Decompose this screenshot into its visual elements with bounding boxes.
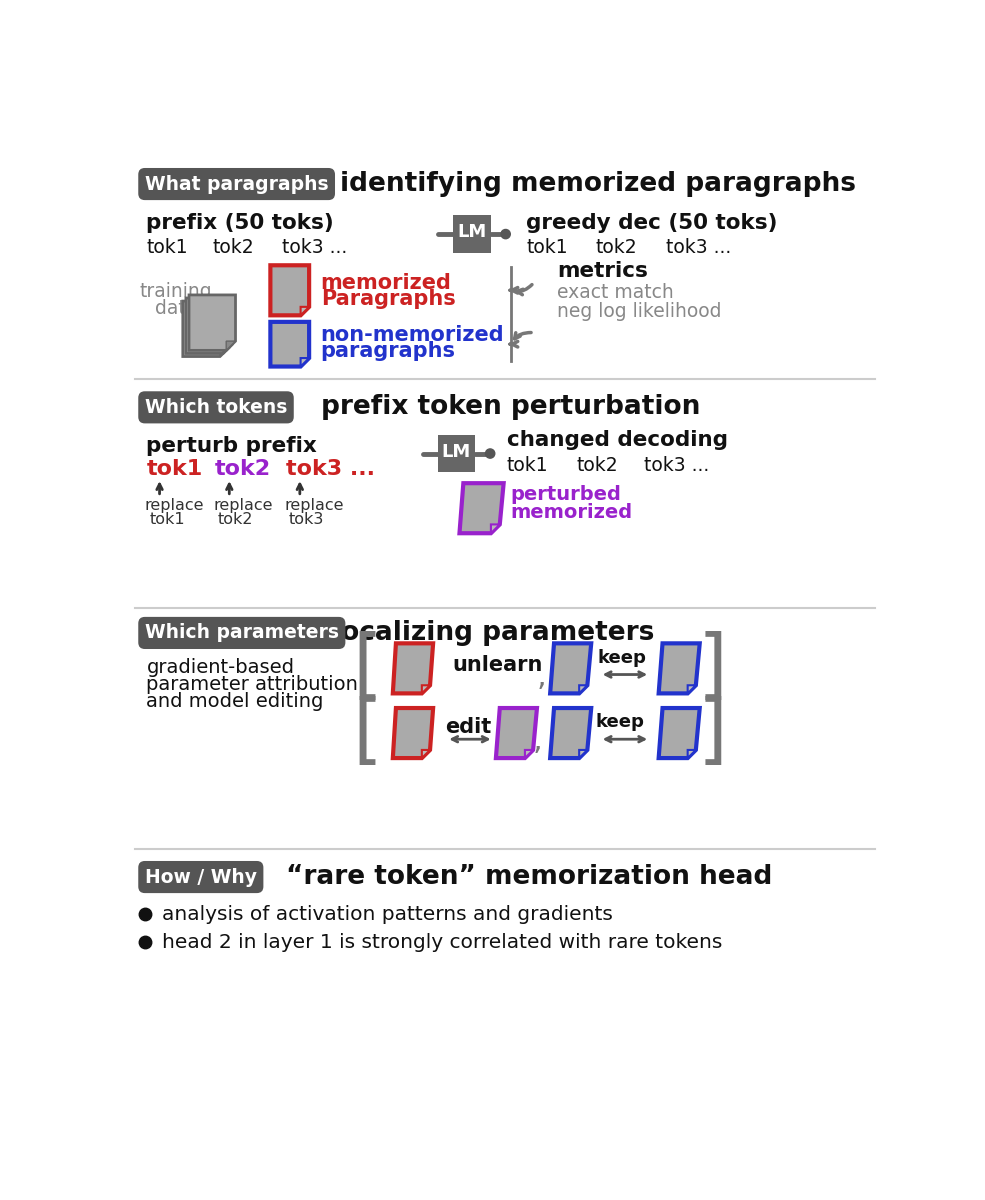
Polygon shape [270, 265, 309, 316]
Polygon shape [393, 708, 433, 758]
Text: tok2: tok2 [218, 512, 253, 527]
Polygon shape [183, 301, 230, 356]
Polygon shape [223, 344, 232, 354]
Text: replace: replace [285, 498, 344, 514]
Text: training: training [140, 282, 212, 301]
Polygon shape [300, 307, 309, 316]
Polygon shape [270, 322, 309, 366]
Text: keep: keep [598, 648, 646, 666]
Text: tok2: tok2 [215, 458, 271, 479]
Text: prefix (50 toks): prefix (50 toks) [147, 212, 334, 233]
Text: edit: edit [445, 716, 491, 737]
Text: What paragraphs: What paragraphs [145, 174, 328, 193]
Text: Which parameters: Which parameters [145, 624, 339, 642]
Text: Which tokens: Which tokens [145, 398, 288, 416]
Text: unlearn: unlearn [452, 654, 543, 674]
Text: keep: keep [596, 713, 645, 731]
Polygon shape [495, 708, 537, 758]
Text: tok1: tok1 [147, 458, 203, 479]
FancyBboxPatch shape [437, 434, 475, 472]
Text: and model editing: and model editing [147, 692, 324, 710]
Text: localizing parameters: localizing parameters [332, 620, 655, 646]
Text: analysis of activation patterns and gradients: analysis of activation patterns and grad… [162, 905, 613, 924]
Text: replace: replace [145, 498, 204, 514]
Polygon shape [220, 347, 230, 356]
Text: LM: LM [457, 223, 487, 241]
Text: changed decoding: changed decoding [506, 431, 728, 450]
Text: tok2: tok2 [576, 456, 619, 475]
Polygon shape [422, 685, 430, 694]
Text: ,: , [533, 726, 543, 755]
Text: non-memorized: non-memorized [321, 325, 504, 344]
Polygon shape [579, 685, 587, 694]
Text: tok3 ...: tok3 ... [282, 239, 348, 258]
Polygon shape [551, 708, 591, 758]
Polygon shape [186, 298, 232, 354]
Polygon shape [688, 685, 695, 694]
Polygon shape [393, 643, 433, 694]
Text: identifying memorized paragraphs: identifying memorized paragraphs [340, 172, 856, 197]
Text: greedy dec (50 toks): greedy dec (50 toks) [526, 212, 777, 233]
Text: LM: LM [441, 443, 471, 461]
Text: tok3 ...: tok3 ... [644, 456, 709, 475]
Text: ,: , [537, 661, 547, 690]
Text: [: [ [353, 631, 382, 706]
Text: tok2: tok2 [212, 239, 254, 258]
Polygon shape [551, 643, 591, 694]
Text: replace: replace [213, 498, 273, 514]
Text: perturb prefix: perturb prefix [147, 436, 317, 456]
Text: gradient-based: gradient-based [147, 658, 295, 677]
Text: tok2: tok2 [596, 239, 637, 258]
Text: tok1: tok1 [147, 239, 188, 258]
Text: prefix token perturbation: prefix token perturbation [321, 395, 700, 420]
Text: data: data [155, 299, 197, 318]
Text: “rare token” memorization head: “rare token” memorization head [286, 864, 772, 890]
Polygon shape [688, 750, 695, 758]
Text: Paragraphs: Paragraphs [321, 289, 455, 308]
Text: tok1: tok1 [150, 512, 185, 527]
Text: perturbed: perturbed [510, 485, 622, 504]
Text: tok1: tok1 [506, 456, 549, 475]
Text: neg log likelihood: neg log likelihood [558, 301, 722, 320]
Text: memorized: memorized [321, 272, 452, 293]
Polygon shape [659, 708, 699, 758]
Text: ]: ] [697, 631, 727, 706]
Text: metrics: metrics [558, 262, 648, 281]
Polygon shape [189, 295, 235, 350]
Polygon shape [422, 750, 430, 758]
Polygon shape [491, 524, 499, 533]
Text: How / Why: How / Why [145, 868, 257, 887]
Polygon shape [579, 750, 587, 758]
Polygon shape [227, 341, 235, 350]
Polygon shape [459, 484, 503, 533]
Text: ]: ] [697, 696, 727, 770]
Text: tok3 ...: tok3 ... [666, 239, 731, 258]
Text: [: [ [353, 696, 382, 770]
Text: memorized: memorized [510, 503, 632, 522]
Text: exact match: exact match [558, 283, 674, 302]
Polygon shape [300, 358, 309, 366]
FancyBboxPatch shape [453, 216, 491, 253]
Polygon shape [659, 643, 699, 694]
Polygon shape [525, 750, 533, 758]
Text: parameter attribution: parameter attribution [147, 676, 359, 694]
Text: tok3 ...: tok3 ... [286, 458, 375, 479]
Circle shape [486, 449, 494, 458]
Text: head 2 in layer 1 is strongly correlated with rare tokens: head 2 in layer 1 is strongly correlated… [162, 932, 722, 952]
Text: tok1: tok1 [526, 239, 567, 258]
Circle shape [501, 229, 510, 239]
Text: paragraphs: paragraphs [321, 341, 456, 361]
Text: tok3: tok3 [289, 512, 324, 527]
